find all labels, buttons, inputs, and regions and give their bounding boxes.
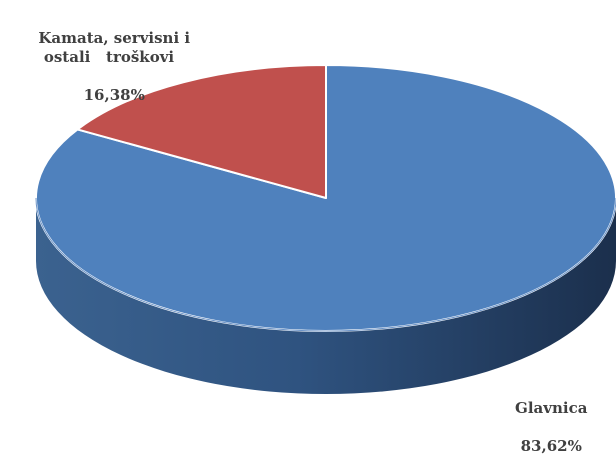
- slice-label-percent: 83,62%: [520, 437, 582, 455]
- pie-chart: [35, 64, 616, 394]
- slice-label-name: Kamata, servisni i ostali troškovi: [38, 29, 191, 66]
- pie-top-rim: [35, 197, 616, 332]
- slice-label-name: Glavnica: [515, 399, 588, 417]
- pie-slice-interest: [76, 64, 327, 199]
- slice-label-interest: Kamata, servisni i ostali troškovi 16,38…: [4, 10, 214, 105]
- slice-label-percent: 16,38%: [83, 86, 145, 104]
- slice-label-principal: Glavnica 83,62%: [486, 380, 606, 456]
- pie-side-wall: [36, 198, 616, 394]
